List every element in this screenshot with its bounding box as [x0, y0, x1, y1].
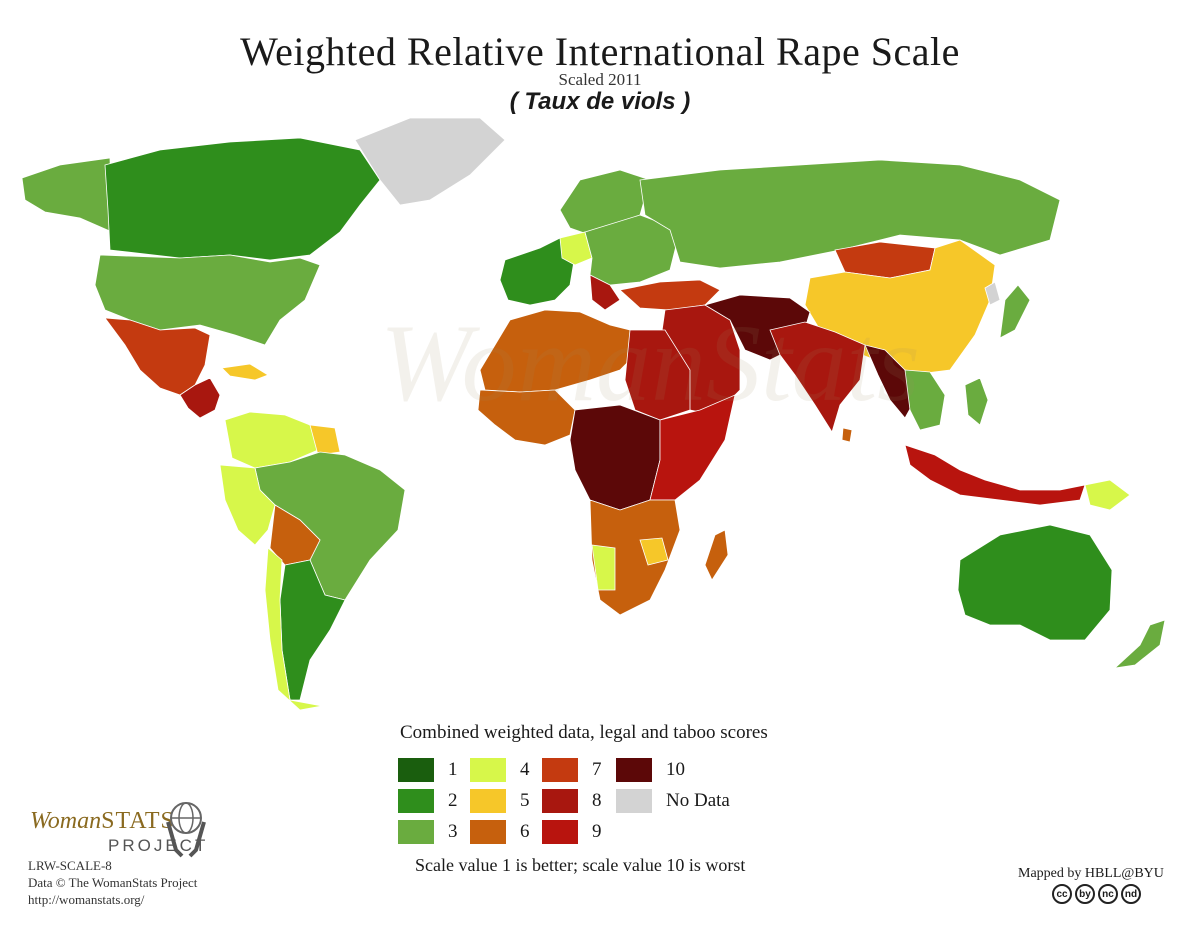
logo-word-project: PROJECT — [108, 836, 209, 855]
mapped-by: Mapped by HBLL@BYU — [1018, 866, 1164, 881]
map-title: Weighted Relative International Rape Sca… — [240, 29, 960, 74]
region-philippines — [964, 377, 989, 426]
legend-label: 3 — [448, 821, 458, 842]
legend-label: 4 — [520, 759, 530, 780]
legend-label: 8 — [592, 790, 602, 811]
region-peru-ecuador — [219, 464, 276, 546]
legend-item-10: 10 — [616, 758, 685, 782]
region-guianas — [309, 424, 341, 456]
legend-swatch — [542, 758, 578, 782]
legend-label: 7 — [592, 759, 602, 780]
legend-swatch — [470, 820, 506, 844]
region-balkans — [589, 274, 621, 311]
legend-item-5: 5 — [470, 789, 530, 813]
region-canada — [104, 137, 381, 261]
region-madagascar — [704, 529, 729, 581]
region-chile — [264, 547, 323, 711]
legend-swatch — [398, 758, 434, 782]
legend-label: 6 — [520, 821, 530, 842]
legend-title: Combined weighted data, legal and taboo … — [400, 722, 768, 743]
region-southeast-asia — [904, 369, 946, 431]
region-east-africa — [649, 394, 736, 501]
region-russia — [639, 159, 1061, 269]
scale-code: LRW-SCALE-8 — [28, 858, 112, 873]
legend-label: 1 — [448, 759, 458, 780]
legend-item-1: 1 — [398, 758, 458, 782]
region-india — [769, 321, 866, 433]
cc-icon: cc — [1052, 884, 1072, 904]
legend-swatch — [470, 789, 506, 813]
map-annotation: ( Taux de viols ) — [509, 88, 691, 115]
data-credit: Data © The WomanStats Project — [28, 875, 198, 890]
region-western-europe — [499, 237, 576, 306]
region-japan — [999, 284, 1031, 339]
creative-commons-badges: cc by nc nd — [1052, 884, 1141, 904]
region-central-america — [179, 377, 221, 419]
legend-item-6: 6 — [470, 820, 530, 844]
cc-by-icon: by — [1075, 884, 1095, 904]
region-greenland — [354, 117, 506, 206]
cc-nd-icon: nd — [1121, 884, 1141, 904]
logo-word-stats: STATS — [101, 808, 175, 834]
globe-hands-icon — [166, 802, 206, 858]
region-alaska — [21, 157, 113, 233]
legend-swatch — [542, 820, 578, 844]
region-namibia — [591, 544, 616, 591]
legend-item-9: 9 — [542, 820, 602, 844]
legend-swatch — [542, 789, 578, 813]
region-north-africa — [479, 309, 641, 393]
world-map — [21, 117, 1166, 711]
legend-label: 10 — [666, 759, 685, 780]
womanstats-logo: WomanSTATS PROJECT — [30, 808, 205, 855]
map-subtitle: Scaled 2011 — [558, 70, 642, 89]
region-australia — [957, 524, 1113, 641]
legend-item-8: 8 — [542, 789, 602, 813]
legend-item-3: 3 — [398, 820, 458, 844]
legend-swatch — [616, 758, 652, 782]
region-central-africa — [569, 404, 661, 511]
legend-item-7: 7 — [542, 758, 602, 782]
legend-swatch — [398, 820, 434, 844]
region-mexico — [104, 317, 211, 396]
region-cuba — [221, 363, 269, 381]
source-url[interactable]: http://womanstats.org/ — [28, 892, 145, 907]
region-usa — [94, 254, 321, 346]
legend-swatch — [470, 758, 506, 782]
legend-item-nodata: No Data — [616, 789, 730, 813]
region-indonesia — [904, 444, 1086, 506]
legend-swatch — [616, 789, 652, 813]
cc-nc-icon: nc — [1098, 884, 1118, 904]
legend: 1 2 3 4 5 6 7 8 9 10 No Data — [398, 758, 798, 848]
scale-note: Scale value 1 is better; scale value 10 … — [415, 855, 746, 875]
region-zimbabwe — [639, 537, 669, 566]
logo-word-woman: Woman — [30, 808, 102, 834]
region-turkey-caucasus — [619, 279, 721, 311]
region-sri-lanka — [841, 427, 853, 443]
region-new-zealand — [1113, 619, 1166, 669]
region-germany — [559, 231, 593, 266]
region-papua-new-guinea — [1084, 479, 1131, 511]
legend-swatch — [398, 789, 434, 813]
legend-item-2: 2 — [398, 789, 458, 813]
legend-label: 9 — [592, 821, 602, 842]
legend-label: 2 — [448, 790, 458, 811]
legend-item-4: 4 — [470, 758, 530, 782]
region-egypt-sudan — [624, 329, 691, 421]
legend-label: No Data — [666, 790, 730, 811]
region-korea — [984, 281, 1001, 306]
region-west-africa — [477, 389, 576, 446]
legend-label: 5 — [520, 790, 530, 811]
